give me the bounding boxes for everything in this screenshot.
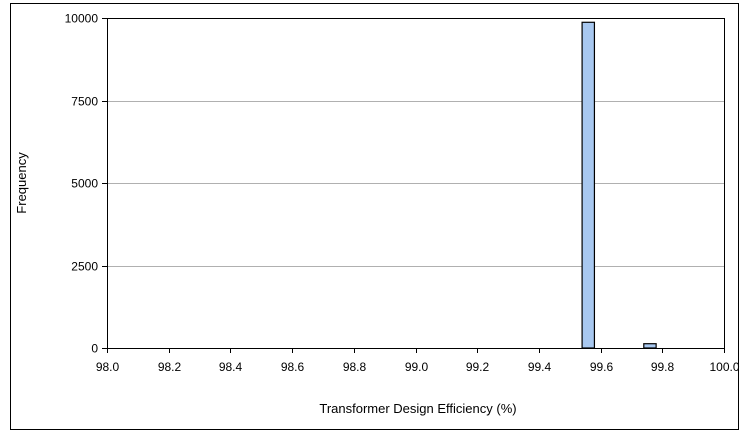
x-tick-label: 99.0 bbox=[405, 360, 429, 374]
histogram-bar bbox=[643, 343, 657, 349]
x-tick-label: 99.2 bbox=[466, 360, 490, 374]
x-tick-label: 98.6 bbox=[281, 360, 305, 374]
histogram-bar bbox=[581, 21, 596, 349]
y-tick-label: 0 bbox=[91, 342, 98, 356]
chart-outer-border bbox=[10, 3, 739, 430]
x-tick-label: 99.6 bbox=[590, 360, 614, 374]
x-axis-label: Transformer Design Efficiency (%) bbox=[319, 401, 516, 416]
y-tick-labels: 0 2500 5000 7500 10000 bbox=[65, 12, 99, 356]
y-tick-label: 5000 bbox=[71, 177, 98, 191]
y-tick-label: 2500 bbox=[71, 260, 98, 274]
x-tick-label: 100.0 bbox=[709, 360, 739, 374]
y-tick-label: 7500 bbox=[71, 95, 98, 109]
y-tick-label: 10000 bbox=[65, 12, 99, 26]
axes bbox=[102, 18, 725, 353]
x-tick-label: 98.2 bbox=[158, 360, 182, 374]
x-tick-label: 98.0 bbox=[96, 360, 120, 374]
y-axis-label: Frequency bbox=[14, 152, 29, 214]
x-tick-label: 99.4 bbox=[528, 360, 552, 374]
x-tick-label: 99.8 bbox=[651, 360, 675, 374]
x-tick-label: 98.4 bbox=[219, 360, 243, 374]
x-tick-labels: 98.0 98.2 98.4 98.6 98.8 99.0 99.2 99.4 99.6 99.8… bbox=[96, 360, 740, 374]
x-tick-label: 98.8 bbox=[343, 360, 367, 374]
